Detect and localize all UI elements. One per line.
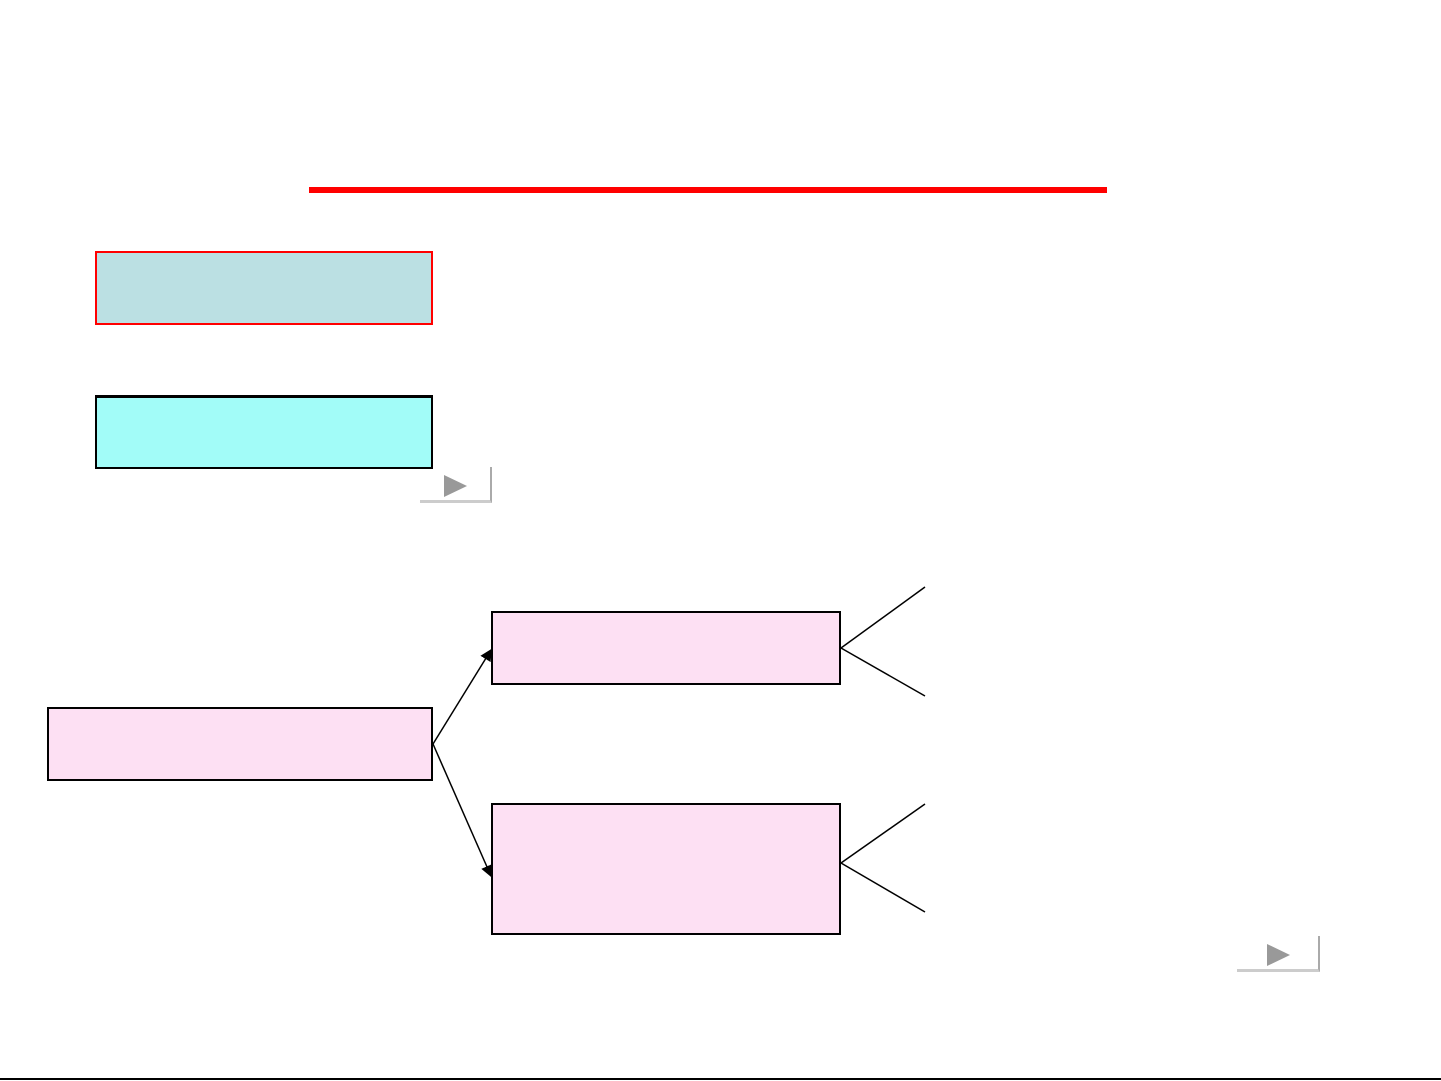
arrow-root-to-bottom — [432, 743, 493, 878]
play-triangle-icon — [444, 475, 467, 497]
diagram-node-root — [47, 707, 433, 781]
arrow-root-to-top — [432, 648, 492, 745]
diagram-node-bottom — [491, 803, 841, 935]
branch-top-up — [840, 586, 926, 649]
bottom-border-line — [0, 1078, 1441, 1080]
branch-top-down — [840, 647, 926, 697]
branch-bottom-down — [840, 862, 926, 913]
play-triangle-icon — [1267, 944, 1290, 966]
highlight-box-1 — [95, 251, 433, 325]
highlight-box-2 — [95, 395, 433, 469]
next-slide-button-bottom[interactable] — [1237, 936, 1320, 972]
next-slide-button[interactable] — [420, 467, 492, 503]
title-underline-rule — [309, 187, 1107, 193]
branch-bottom-up — [840, 803, 926, 864]
diagram-node-top — [491, 611, 841, 685]
